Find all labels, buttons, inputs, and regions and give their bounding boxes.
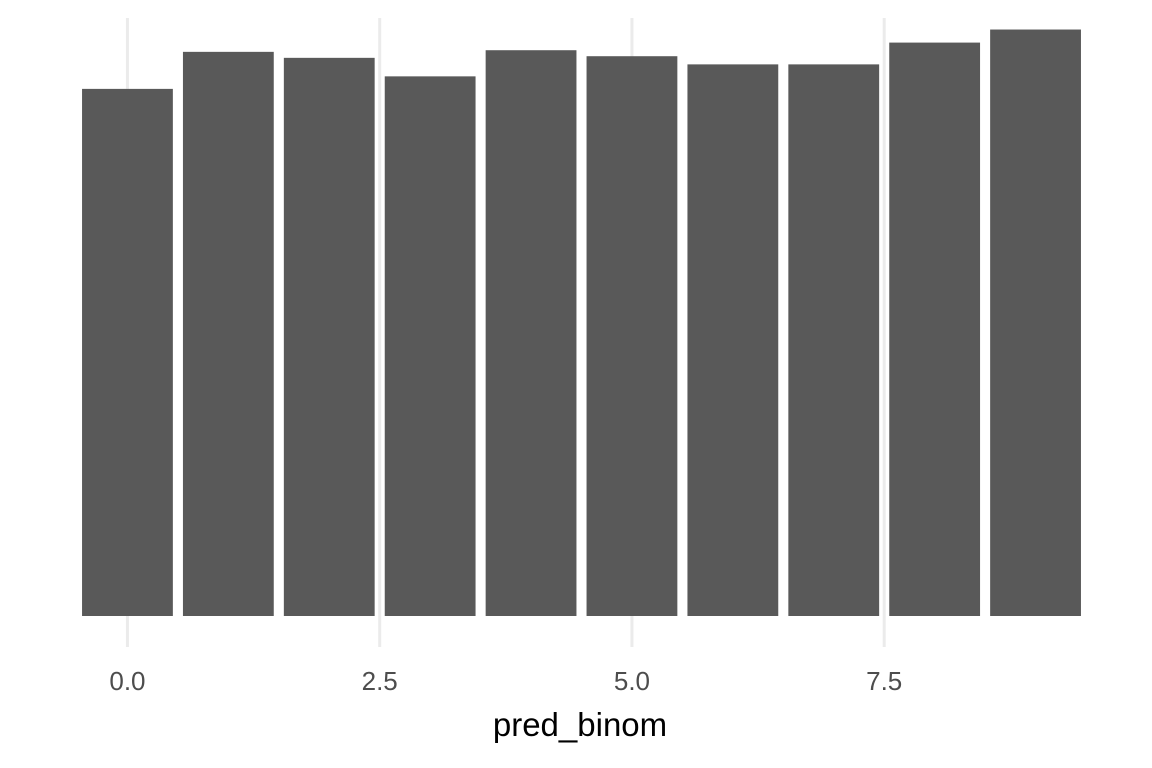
x-tick-label-2: 5.0: [614, 666, 650, 696]
x-tick-labels: 0.0 2.5 5.0 7.5: [109, 666, 902, 696]
bar-1: [182, 51, 274, 617]
bar-7: [788, 64, 880, 616]
x-tick-label-1: 2.5: [362, 666, 398, 696]
x-axis-title: pred_binom: [493, 706, 667, 743]
x-tick-label-3: 7.5: [866, 666, 902, 696]
bar-0: [82, 88, 173, 616]
x-tick-label-0: 0.0: [109, 666, 145, 696]
bar-2: [283, 57, 375, 617]
bar-6: [687, 64, 779, 616]
bar-5: [586, 56, 678, 616]
bar-9: [990, 29, 1081, 617]
bars: [82, 29, 1081, 617]
bar-4: [485, 50, 577, 616]
bar-3: [384, 76, 476, 616]
bar-8: [889, 42, 981, 617]
